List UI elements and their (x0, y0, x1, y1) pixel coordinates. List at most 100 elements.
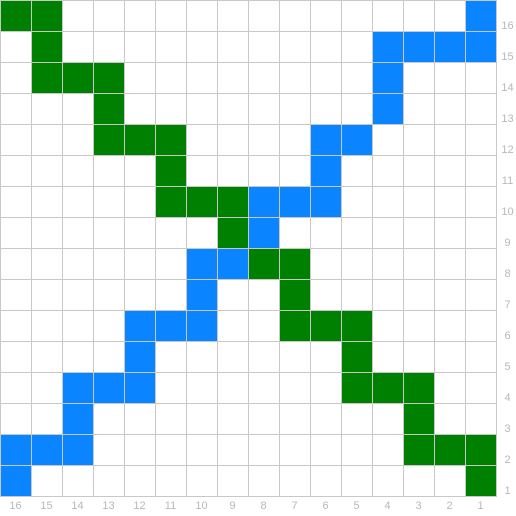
cell-empty-r1-c10[interactable] (187, 466, 217, 496)
cell-empty-r6-c3[interactable] (404, 311, 434, 341)
cell-blue-r6-c10[interactable] (187, 311, 217, 341)
cell-empty-r3-c6[interactable] (311, 404, 341, 434)
cell-empty-r3-c1[interactable] (466, 404, 496, 434)
cell-empty-r11-c3[interactable] (404, 156, 434, 186)
cell-empty-r1-c11[interactable] (156, 466, 186, 496)
cell-empty-r3-c4[interactable] (373, 404, 403, 434)
cell-blue-r2-c14[interactable] (63, 435, 93, 465)
cell-empty-r15-c6[interactable] (311, 32, 341, 62)
cell-blue-r15-c2[interactable] (435, 32, 465, 62)
cell-empty-r12-c9[interactable] (218, 125, 248, 155)
cell-empty-r4-c10[interactable] (187, 373, 217, 403)
cell-empty-r10-c13[interactable] (94, 187, 124, 217)
cell-green-r6-c5[interactable] (342, 311, 372, 341)
cell-empty-r4-c1[interactable] (466, 373, 496, 403)
cell-empty-r12-c16[interactable] (1, 125, 31, 155)
cell-empty-r1-c3[interactable] (404, 466, 434, 496)
cell-empty-r9-c10[interactable] (187, 218, 217, 248)
cell-blue-r6-c11[interactable] (156, 311, 186, 341)
cell-empty-r6-c1[interactable] (466, 311, 496, 341)
cell-empty-r14-c12[interactable] (125, 63, 155, 93)
cell-empty-r5-c8[interactable] (249, 342, 279, 372)
cell-empty-r7-c4[interactable] (373, 280, 403, 310)
cell-blue-r6-c12[interactable] (125, 311, 155, 341)
cell-empty-r16-c12[interactable] (125, 1, 155, 31)
cell-blue-r15-c3[interactable] (404, 32, 434, 62)
cell-empty-r7-c3[interactable] (404, 280, 434, 310)
cell-empty-r8-c4[interactable] (373, 249, 403, 279)
cell-empty-r3-c15[interactable] (32, 404, 62, 434)
cell-empty-r9-c6[interactable] (311, 218, 341, 248)
cell-empty-r1-c9[interactable] (218, 466, 248, 496)
cell-empty-r7-c1[interactable] (466, 280, 496, 310)
cell-green-r2-c2[interactable] (435, 435, 465, 465)
cell-empty-r11-c1[interactable] (466, 156, 496, 186)
cell-empty-r16-c4[interactable] (373, 1, 403, 31)
cell-empty-r16-c11[interactable] (156, 1, 186, 31)
cell-empty-r8-c12[interactable] (125, 249, 155, 279)
cell-empty-r3-c8[interactable] (249, 404, 279, 434)
cell-empty-r15-c10[interactable] (187, 32, 217, 62)
cell-empty-r2-c9[interactable] (218, 435, 248, 465)
cell-empty-r12-c7[interactable] (280, 125, 310, 155)
cell-empty-r6-c14[interactable] (63, 311, 93, 341)
cell-blue-r15-c1[interactable] (466, 32, 496, 62)
cell-empty-r11-c2[interactable] (435, 156, 465, 186)
cell-empty-r4-c8[interactable] (249, 373, 279, 403)
cell-green-r3-c3[interactable] (404, 404, 434, 434)
cell-empty-r4-c16[interactable] (1, 373, 31, 403)
cell-empty-r11-c14[interactable] (63, 156, 93, 186)
cell-empty-r11-c15[interactable] (32, 156, 62, 186)
cell-empty-r16-c9[interactable] (218, 1, 248, 31)
cell-green-r10-c11[interactable] (156, 187, 186, 217)
cell-green-r16-c15[interactable] (32, 1, 62, 31)
cell-empty-r12-c15[interactable] (32, 125, 62, 155)
cell-empty-r8-c15[interactable] (32, 249, 62, 279)
cell-empty-r1-c8[interactable] (249, 466, 279, 496)
cell-blue-r4-c12[interactable] (125, 373, 155, 403)
cell-empty-r14-c9[interactable] (218, 63, 248, 93)
cell-empty-r13-c14[interactable] (63, 94, 93, 124)
cell-empty-r13-c15[interactable] (32, 94, 62, 124)
cell-empty-r1-c14[interactable] (63, 466, 93, 496)
cell-empty-r10-c2[interactable] (435, 187, 465, 217)
cell-empty-r3-c9[interactable] (218, 404, 248, 434)
cell-blue-r4-c13[interactable] (94, 373, 124, 403)
cell-empty-r4-c15[interactable] (32, 373, 62, 403)
cell-green-r16-c16[interactable] (1, 1, 31, 31)
cell-empty-r16-c7[interactable] (280, 1, 310, 31)
cell-empty-r7-c11[interactable] (156, 280, 186, 310)
cell-empty-r13-c2[interactable] (435, 94, 465, 124)
cell-empty-r7-c16[interactable] (1, 280, 31, 310)
cell-empty-r2-c5[interactable] (342, 435, 372, 465)
cell-empty-r9-c12[interactable] (125, 218, 155, 248)
cell-blue-r12-c5[interactable] (342, 125, 372, 155)
cell-green-r6-c6[interactable] (311, 311, 341, 341)
cell-empty-r15-c5[interactable] (342, 32, 372, 62)
cell-empty-r10-c15[interactable] (32, 187, 62, 217)
cell-empty-r14-c16[interactable] (1, 63, 31, 93)
cell-empty-r2-c13[interactable] (94, 435, 124, 465)
cell-empty-r6-c13[interactable] (94, 311, 124, 341)
cell-empty-r5-c15[interactable] (32, 342, 62, 372)
cell-empty-r4-c6[interactable] (311, 373, 341, 403)
cell-green-r11-c11[interactable] (156, 156, 186, 186)
cell-empty-r11-c7[interactable] (280, 156, 310, 186)
cell-empty-r4-c11[interactable] (156, 373, 186, 403)
cell-empty-r4-c9[interactable] (218, 373, 248, 403)
cell-empty-r8-c3[interactable] (404, 249, 434, 279)
cell-empty-r11-c16[interactable] (1, 156, 31, 186)
cell-empty-r15-c16[interactable] (1, 32, 31, 62)
cell-empty-r2-c8[interactable] (249, 435, 279, 465)
cell-empty-r11-c12[interactable] (125, 156, 155, 186)
cell-green-r1-c1[interactable] (466, 466, 496, 496)
cell-blue-r10-c7[interactable] (280, 187, 310, 217)
cell-empty-r16-c10[interactable] (187, 1, 217, 31)
cell-empty-r4-c2[interactable] (435, 373, 465, 403)
cell-empty-r1-c4[interactable] (373, 466, 403, 496)
cell-empty-r12-c1[interactable] (466, 125, 496, 155)
cell-empty-r12-c3[interactable] (404, 125, 434, 155)
cell-empty-r14-c7[interactable] (280, 63, 310, 93)
cell-empty-r14-c5[interactable] (342, 63, 372, 93)
cell-empty-r10-c4[interactable] (373, 187, 403, 217)
